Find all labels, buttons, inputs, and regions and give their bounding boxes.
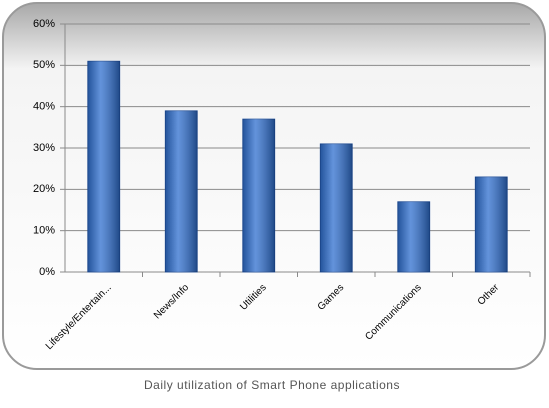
y-tick-label: 60% xyxy=(33,18,55,30)
y-tick-label: 0% xyxy=(39,266,55,278)
y-tick-label: 50% xyxy=(33,59,55,71)
bar xyxy=(474,176,508,273)
y-tick-label: 30% xyxy=(33,142,55,154)
y-tick-label: 40% xyxy=(33,101,55,113)
bar xyxy=(164,110,198,273)
bar xyxy=(397,201,431,273)
y-tick-label: 20% xyxy=(33,183,55,195)
bar xyxy=(319,143,353,273)
chart-title: Daily utilization of Smart Phone applica… xyxy=(144,378,400,392)
bar xyxy=(87,60,121,273)
bar xyxy=(242,118,276,273)
y-tick-label: 10% xyxy=(33,225,55,237)
